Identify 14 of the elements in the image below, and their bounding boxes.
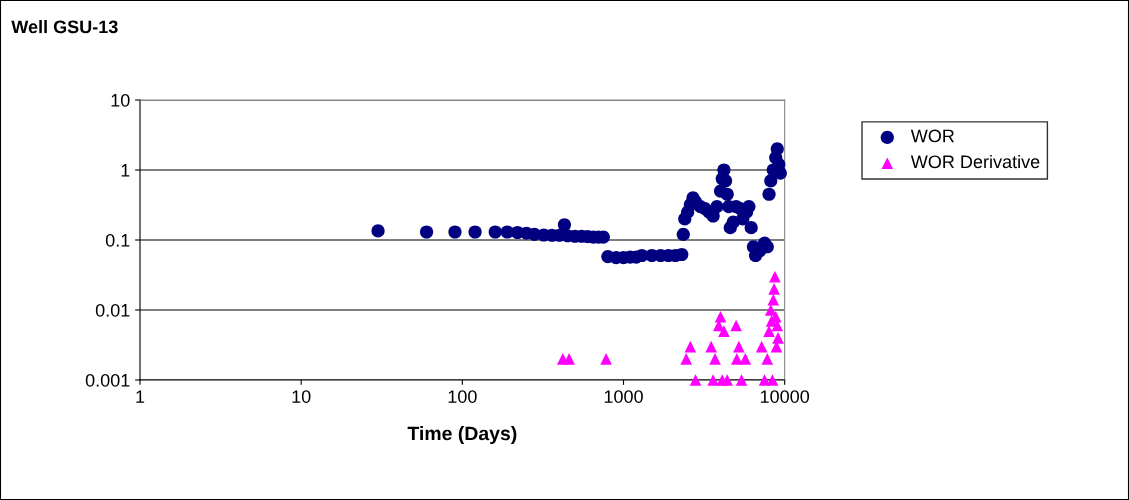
x-tick-label: 10	[292, 390, 311, 403]
x-tick-label: 10000	[760, 390, 810, 403]
y-tick-label: 0.001	[85, 373, 130, 387]
y-tick-label: 0.1	[105, 233, 130, 247]
y-tick-label: 10	[111, 93, 130, 107]
chart-title: Well GSU-13	[11, 20, 118, 34]
y-tick-label: 1	[121, 164, 130, 177]
legend-label: WOR	[910, 129, 955, 143]
x-tick-label: 1000	[604, 390, 643, 403]
y-tick-label: 0.01	[95, 303, 130, 317]
x-axis-title: Time (Days)	[407, 426, 517, 445]
x-tick-label: 100	[448, 390, 477, 403]
legend-label: WOR Derivative	[910, 154, 1040, 169]
x-tick-label: 1	[136, 390, 145, 403]
